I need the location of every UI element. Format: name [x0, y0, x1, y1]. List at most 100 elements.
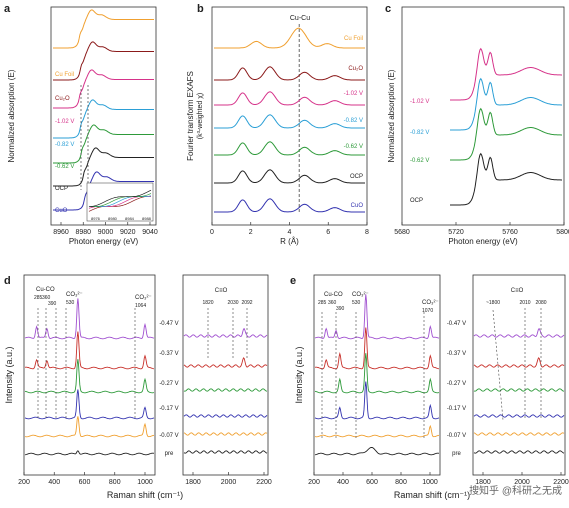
panel-a-series-label: Cu₂O: [55, 96, 70, 102]
panel-d-right-curve: [183, 432, 268, 436]
panel-e-left-tick-label: 600: [366, 479, 378, 486]
panel-b-series-label: Cu Foil: [344, 36, 363, 42]
panel-b-tick-label: 6: [326, 229, 330, 236]
panel-e-annotation: CO₃²⁻: [352, 292, 369, 298]
panel-b-cucu-label: Cu-Cu: [290, 15, 310, 22]
panel-c-curve: [450, 47, 562, 101]
panel-d-annotation: 360: [42, 295, 51, 301]
panel-a-tick-label: 9040: [142, 229, 158, 236]
panel-e-left-curve: [314, 424, 440, 438]
panel-e-right-tick-label: 1800: [475, 479, 491, 486]
panel-c-xlabel: Photon energy (eV): [448, 237, 518, 246]
panel-d-left-curve: [24, 359, 155, 394]
panel-e-right-curve: [473, 357, 565, 368]
panel-e-potential-label: -0.37 V: [447, 351, 466, 357]
panel-d-annotation: C≡O: [215, 288, 228, 294]
panel-a-inset-curve: [88, 193, 152, 208]
panel-d-ylabel: Intensity (a.u.): [4, 346, 14, 403]
panel-e-potential-label: -0.07 V: [447, 433, 466, 439]
panel-b-curve: [214, 66, 365, 81]
panel-e-xlabel: Raman shift (cm⁻¹): [394, 490, 470, 500]
panel-a-tick-label: 8980: [75, 229, 91, 236]
panel-e-left-curve: [314, 353, 440, 394]
panel-e-right-frame: [472, 274, 566, 476]
panel-a-tick-label: 9000: [98, 229, 114, 236]
panel-a-curve: [53, 147, 154, 187]
panel-d-right-frame: [182, 274, 269, 476]
panel-a-curve: [53, 124, 154, 164]
panel-e-annotation: 530: [352, 300, 361, 306]
panel-d-left-curve: [24, 416, 155, 438]
panel-e-right-curve: [473, 432, 565, 436]
panel-a-ylabel: Normalized absorption (E): [7, 69, 16, 162]
watermark: 搜知乎 @科研之无成: [469, 484, 562, 497]
panel-b-tick-label: 8: [365, 229, 369, 236]
panel-e-left-tick-label: 400: [337, 479, 349, 486]
panel-letter: e: [290, 275, 296, 287]
panel-e-right-curve: [473, 388, 565, 392]
panel-c-series-label: -1.02 V: [410, 99, 429, 105]
panel-a-series-label: -1.02 V: [55, 119, 74, 125]
panel-b-tick-label: 0: [210, 229, 214, 236]
panel-a-inset-tick: 8980: [108, 216, 118, 221]
panel-e-left-curve: [314, 446, 440, 456]
panel-d-annotation: 530: [66, 300, 75, 306]
panel-a-curve: [53, 41, 154, 81]
panel-d-right-curve: [183, 357, 268, 368]
panel-c-tick-label: 5800: [556, 229, 569, 236]
panel-a-tick-label: 9020: [120, 229, 136, 236]
panel-d-annotation: 1820: [202, 300, 213, 306]
panel-c-curve: [450, 152, 562, 206]
panel-b-xlabel: R (Å): [280, 237, 299, 246]
panel-e-annotation: 1070: [422, 308, 433, 314]
panel-d-left-curve: [24, 298, 155, 340]
panel-d-left-tick-label: 800: [109, 479, 121, 486]
panel-b-ylabel2: (k³-weighted χ): [197, 93, 204, 139]
panel-c-tick-label: 5760: [502, 229, 518, 236]
panel-b-series-label: CuO: [351, 203, 364, 209]
panel-d-left-curve: [24, 389, 155, 420]
panel-d-right-curve: [183, 388, 268, 392]
panel-d-left-curve: [24, 450, 155, 456]
panel-b-series-label: -0.62 V: [344, 144, 363, 150]
panel-d-right-tick-label: 2000: [221, 479, 237, 486]
panel-b-curve: [214, 114, 365, 129]
panel-e-left-frame: [313, 274, 441, 476]
panel-d-right-curve: [183, 450, 268, 454]
panel-a-curve: [53, 69, 154, 109]
panel-d-potential-label: -0.27 V: [159, 381, 178, 387]
panel-a-series-label: Cu Foil: [55, 72, 74, 78]
panel-b-series-label: Cu₂O: [348, 66, 363, 72]
panel-c-tick-label: 5720: [448, 229, 464, 236]
panel-e-potential-label: -0.47 V: [447, 321, 466, 327]
panel-e-ylabel: Intensity (a.u.): [294, 346, 304, 403]
panel-b-tick-label: 2: [249, 229, 253, 236]
panel-e-annotation: ~1800: [486, 300, 500, 306]
panel-b-curve: [214, 27, 365, 49]
panel-d-potential-label: pre: [165, 451, 174, 457]
panel-d-annotation: CO₃²⁻: [135, 295, 152, 301]
panel-d-left-tick-label: 400: [48, 479, 60, 486]
panel-e-potential-label: -0.27 V: [447, 381, 466, 387]
panel-e-right-curve: [473, 414, 565, 418]
panel-d-right-tick-label: 2200: [256, 479, 272, 486]
panel-e-annotation: Cu-CO: [324, 292, 343, 298]
panel-b-curve: [214, 169, 365, 184]
panel-d-annotation: Cu-CO: [36, 287, 55, 293]
panel-d-annotation: CO₃²⁻: [66, 292, 83, 298]
panel-e-right-curve: [473, 450, 565, 454]
panel-e-annotation: 390: [336, 306, 345, 312]
panel-a-inset-tick: 8976: [91, 216, 101, 221]
panel-d-xlabel: Raman shift (cm⁻¹): [107, 490, 183, 500]
panel-e-left-tick-label: 800: [395, 479, 407, 486]
panel-d-left-tick-label: 1000: [137, 479, 153, 486]
panel-a-curve: [53, 99, 154, 139]
panel-b-series-label: -0.82 V: [344, 118, 363, 124]
panel-e-potential-label: pre: [452, 451, 461, 457]
panel-d-potential-label: -0.07 V: [159, 433, 178, 439]
panel-a-inset-curve: [88, 189, 152, 208]
panel-c-curve: [450, 107, 562, 161]
panel-a-curve: [53, 9, 154, 49]
panel-d-annotation: 390: [48, 301, 57, 307]
